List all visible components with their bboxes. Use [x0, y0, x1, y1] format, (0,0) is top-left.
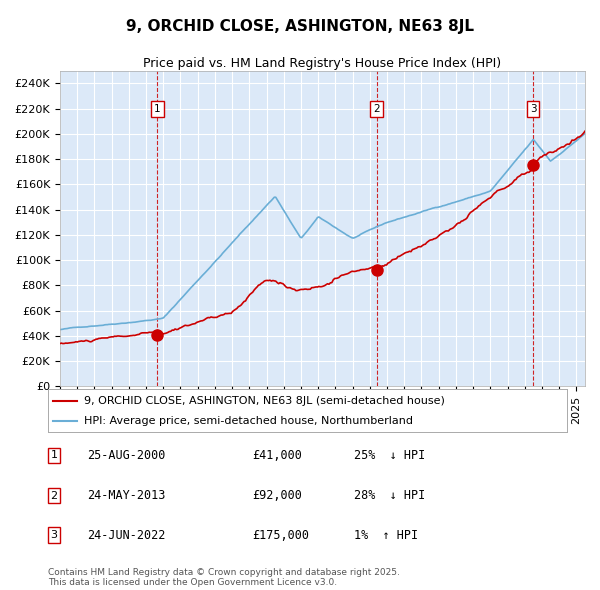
Text: 9, ORCHID CLOSE, ASHINGTON, NE63 8JL (semi-detached house): 9, ORCHID CLOSE, ASHINGTON, NE63 8JL (se… [85, 396, 445, 407]
Text: £41,000: £41,000 [252, 449, 302, 462]
Text: 1%  ↑ HPI: 1% ↑ HPI [354, 529, 418, 542]
Text: £175,000: £175,000 [252, 529, 309, 542]
Text: 3: 3 [530, 104, 536, 114]
Text: Contains HM Land Registry data © Crown copyright and database right 2025.: Contains HM Land Registry data © Crown c… [48, 568, 400, 577]
Text: This data is licensed under the Open Government Licence v3.0.: This data is licensed under the Open Gov… [48, 578, 337, 587]
Text: 1: 1 [50, 451, 58, 460]
Text: £92,000: £92,000 [252, 489, 302, 502]
Title: Price paid vs. HM Land Registry's House Price Index (HPI): Price paid vs. HM Land Registry's House … [143, 57, 502, 70]
Text: 28%  ↓ HPI: 28% ↓ HPI [354, 489, 425, 502]
Text: HPI: Average price, semi-detached house, Northumberland: HPI: Average price, semi-detached house,… [85, 417, 413, 426]
Text: 24-MAY-2013: 24-MAY-2013 [87, 489, 166, 502]
Text: 3: 3 [50, 530, 58, 540]
Text: 25-AUG-2000: 25-AUG-2000 [87, 449, 166, 462]
Text: 1: 1 [154, 104, 161, 114]
Text: 25%  ↓ HPI: 25% ↓ HPI [354, 449, 425, 462]
Text: 9, ORCHID CLOSE, ASHINGTON, NE63 8JL: 9, ORCHID CLOSE, ASHINGTON, NE63 8JL [126, 19, 474, 34]
Text: 2: 2 [373, 104, 380, 114]
Text: 2: 2 [50, 491, 58, 500]
Text: 24-JUN-2022: 24-JUN-2022 [87, 529, 166, 542]
